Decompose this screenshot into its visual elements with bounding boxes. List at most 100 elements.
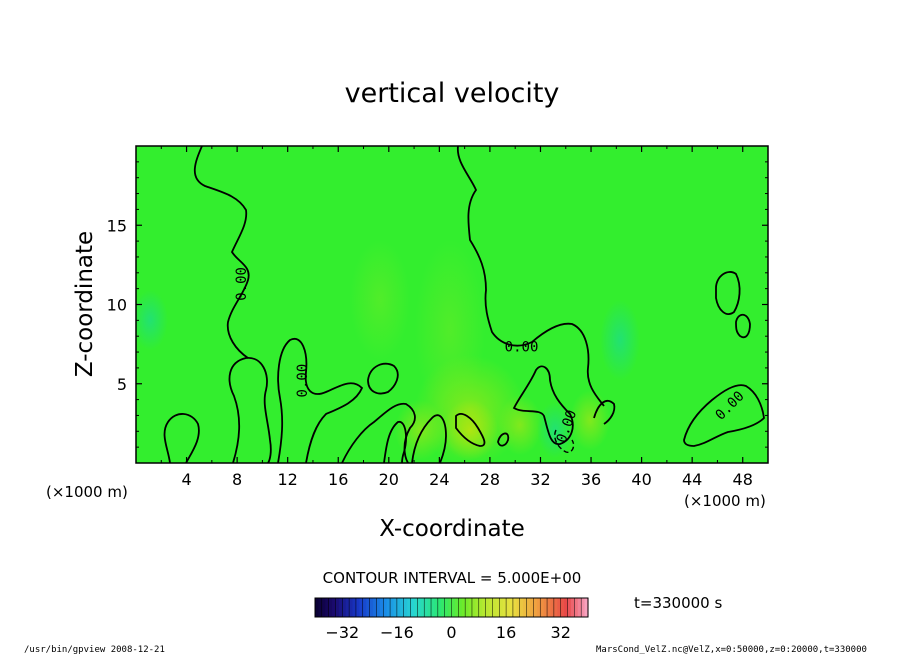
colorbar-segment [400, 598, 405, 617]
colorbar-segment [379, 598, 384, 617]
contour-line [457, 146, 605, 407]
contour-line [512, 365, 574, 445]
colorbar-segment [506, 598, 511, 617]
colorbar-segment [420, 598, 425, 617]
colorbar-segment [543, 598, 548, 617]
colorbar-segment [564, 598, 569, 617]
contour-interval: CONTOUR INTERVAL = 5.000E+00 [323, 569, 582, 587]
contour-line [193, 146, 250, 359]
colorbar-tick-label: 0 [446, 623, 456, 642]
footer-right: MarsCond_VelZ.nc@VelZ,x=0:50000,z=0:2000… [596, 645, 867, 654]
colorbar-segment [536, 598, 541, 617]
x-tick-label: 16 [328, 470, 348, 489]
field-blob [395, 400, 445, 460]
colorbar-segment [482, 598, 487, 617]
footer-left: /usr/bin/gpview 2008-12-21 [24, 645, 165, 654]
colorbar-segment [560, 598, 565, 617]
colorbar-segment [533, 598, 538, 617]
colorbar-segment [471, 598, 476, 617]
colorbar-segment [355, 598, 360, 617]
colorbar-segment [352, 598, 357, 617]
colorbar-segment [393, 598, 398, 617]
colorbar-segment [475, 598, 480, 617]
contour-line [383, 421, 407, 463]
colorbar-segment [574, 598, 579, 617]
colorbar-segment [499, 598, 504, 617]
contour-line [593, 399, 616, 425]
colorbar-segment [434, 598, 439, 617]
colorbar-segment [468, 598, 473, 617]
colorbar-segment [495, 598, 500, 617]
x-tick-label: 24 [429, 470, 449, 489]
colorbar-segment [547, 598, 552, 617]
colorbar-segment [410, 598, 415, 617]
x-tick-label: 8 [232, 470, 242, 489]
colorbar-segment [345, 598, 350, 617]
contour-line [455, 413, 486, 447]
colorbar-segment [403, 598, 408, 617]
colorbar-segment [489, 598, 494, 617]
field-blob [442, 400, 498, 460]
colorbar-segment [427, 598, 432, 617]
x-axis: 4 8 12 16 20 24 28 32 36 40 44 48 [160, 146, 753, 489]
contour-line-negative [554, 429, 575, 453]
y-tick-label: 10 [107, 296, 127, 315]
colorbar-segment [465, 598, 470, 617]
contour-line [411, 414, 447, 463]
colorbar-segment [396, 598, 401, 617]
time-label: t=330000 s [634, 594, 722, 612]
colorbar-segment [407, 598, 412, 617]
x-tick-label: 48 [733, 470, 753, 489]
colorbar: −32 −16 0 16 32 [314, 597, 589, 642]
contour-label: 0.00 [234, 267, 250, 301]
field-blob [498, 395, 542, 455]
colorbar-segment [567, 598, 572, 617]
colorbar-segment [478, 598, 483, 617]
colorbar-segment [413, 598, 418, 617]
contour-line [735, 313, 751, 339]
x-tick-label: 44 [682, 470, 702, 489]
colorbar-segment [441, 598, 446, 617]
colorbar-segment [342, 598, 347, 617]
colorbar-segment [359, 598, 364, 617]
colorbar-segment [349, 598, 354, 617]
colorbar-segment [553, 598, 558, 617]
colorbar-segment [386, 598, 391, 617]
field-blob [537, 402, 573, 458]
contour-line [163, 413, 200, 463]
colorbar-segment [338, 598, 343, 617]
contour-label: 0.00 [505, 339, 539, 355]
colorbar-segment [321, 598, 326, 617]
colorbar-segment [315, 598, 320, 617]
colorbar-segment [390, 598, 395, 617]
colorbar-segment [417, 598, 422, 617]
colorbar-segment [431, 598, 436, 617]
colorbar-segment [526, 598, 531, 617]
colorbar-segment [485, 598, 490, 617]
contour-line [497, 432, 510, 447]
contour-layer [163, 146, 765, 463]
colorbar-segment [328, 598, 333, 617]
contour-line [277, 337, 364, 463]
contour-line [715, 271, 741, 315]
colorbar-tick-label: 16 [496, 623, 516, 642]
colorbar-segment [529, 598, 534, 617]
y-axis: 5 10 15 [107, 161, 768, 448]
x-tick-label: 32 [530, 470, 550, 489]
y-tick-label: 15 [107, 216, 127, 235]
colorbar-segment [362, 598, 367, 617]
colorbar-segment [461, 598, 466, 617]
field-blob [136, 290, 168, 350]
contour-line [228, 357, 272, 463]
colorbar-segment [444, 598, 449, 617]
y-tick-label: 5 [117, 375, 127, 394]
colorbar-segment [318, 598, 323, 617]
x-tick-label: 20 [379, 470, 399, 489]
x-unit-left: (×1000 m) [46, 483, 128, 501]
contour-label: 0.00 [295, 364, 311, 398]
colorbar-segment [335, 598, 340, 617]
colorbar-segment [424, 598, 429, 617]
colorbar-segment [550, 598, 555, 617]
